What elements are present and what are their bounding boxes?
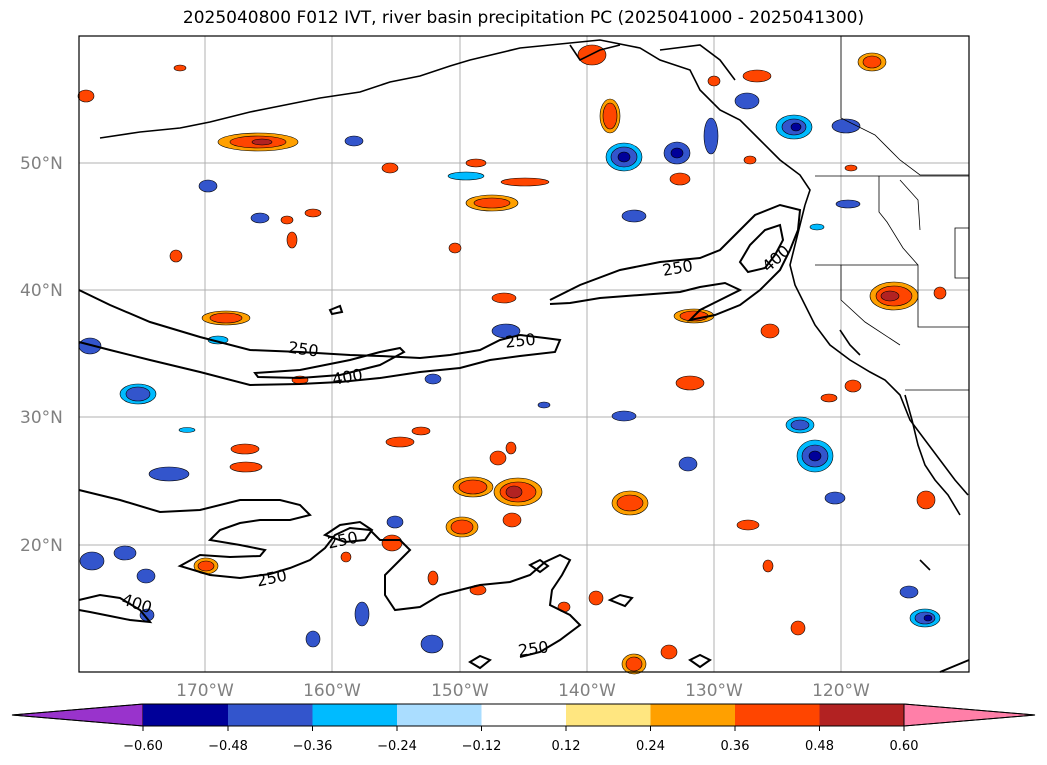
lat-label-30n: 30°N [20,408,63,428]
lat-label-20n: 20°N [20,536,63,556]
contour-label-250-a: 250 [287,338,320,361]
lon-label-120w: 120°W [812,681,870,701]
contour-label-250-b: 250 [504,330,536,352]
precip-positive-blobs [77,44,947,675]
colorbar-segment [228,704,313,726]
colorbar-ticks [142,726,905,731]
lon-label-140w: 140°W [558,681,616,701]
latitude-labels: 50°N 40°N 30°N 20°N [20,154,63,556]
colorbar-segment [397,704,482,726]
colorbar-tick-label: 0.36 [721,739,750,754]
colorbar-segment [819,704,904,726]
contour-label-250-f: 250 [517,637,550,660]
colorbar-tick-label: 0.60 [890,739,919,754]
map-area: 250 400 250 250 400 250 250 400 250 [77,35,970,675]
colorbar-segment [566,704,651,726]
map-title: 2025040800 F012 IVT, river basin precipi… [182,8,865,28]
colorbar-tick-label: −0.12 [462,739,502,754]
colorbar-segment [735,704,820,726]
colorbar-tick-label: 0.12 [552,739,581,754]
colorbar-tick-label: 0.24 [636,739,665,754]
coastlines [99,39,969,571]
map-frame [78,35,970,673]
lon-label-150w: 150°W [431,681,489,701]
colorbar-extend-max [903,703,1036,727]
precip-negative-blobs [78,92,941,654]
colorbar-segment [143,704,228,726]
colorbar-tick-label: 0.48 [805,739,834,754]
colorbar-segment [481,704,566,726]
ivt-contours [78,203,970,673]
colorbar-tick-labels: −0.60 −0.48 −0.36 −0.24 −0.12 0.12 0.24 … [123,739,918,754]
colorbar-tick-label: −0.48 [208,739,248,754]
colorbar-extend-min [11,703,144,727]
lon-label-160w: 160°W [303,681,361,701]
colorbar-tick-label: −0.36 [293,739,333,754]
colorbar-tick-label: −0.24 [377,739,417,754]
lat-label-40n: 40°N [20,281,63,301]
lat-label-50n: 50°N [20,154,63,174]
lon-label-170w: 170°W [176,681,234,701]
colorbar-segment [650,704,735,726]
political-borders [815,36,970,391]
colorbar: −0.60 −0.48 −0.36 −0.24 −0.12 0.12 0.24 … [11,703,1036,754]
colorbar-segment [312,704,397,726]
lon-label-130w: 130°W [685,681,743,701]
colorbar-tick-label: −0.60 [123,739,163,754]
longitude-labels: 170°W 160°W 150°W 140°W 130°W 120°W [176,681,870,701]
